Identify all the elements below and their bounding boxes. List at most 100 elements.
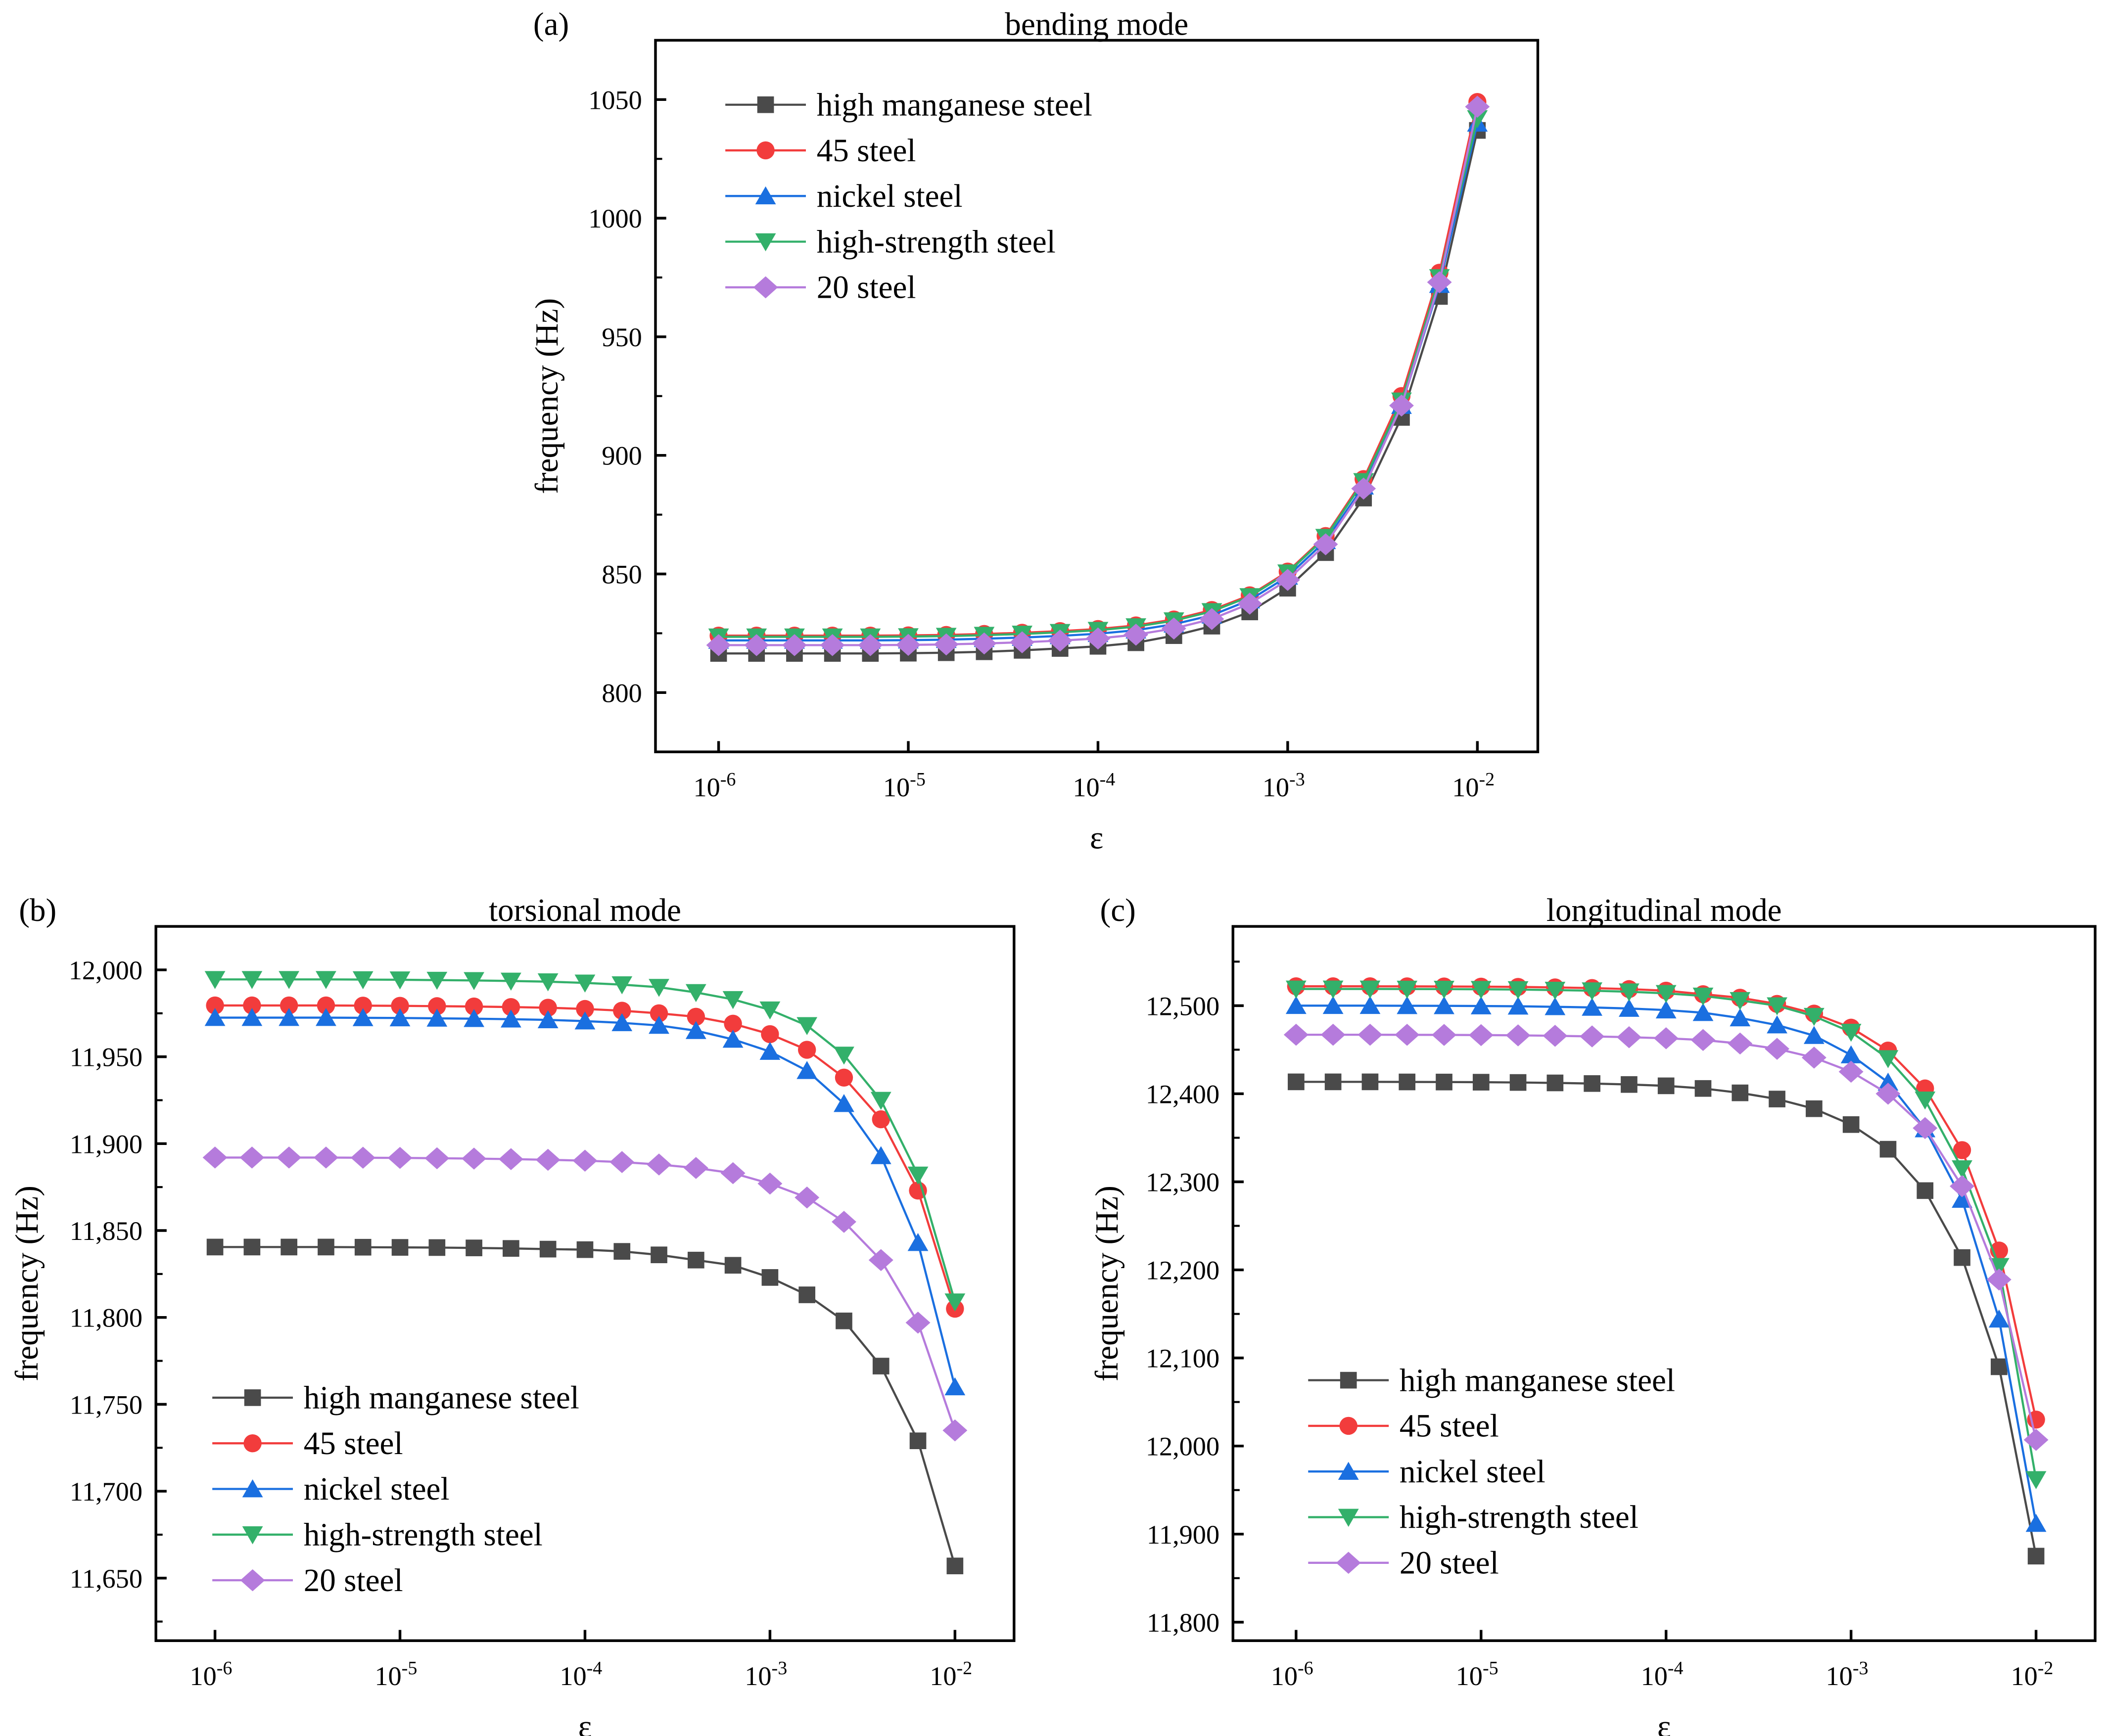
legend-marker xyxy=(1340,1371,1357,1389)
data-point xyxy=(1767,1015,1787,1034)
data-point xyxy=(1877,1050,1899,1068)
data-point xyxy=(206,996,224,1015)
data-point xyxy=(1653,1027,1679,1050)
data-point xyxy=(281,1238,297,1256)
data-point xyxy=(500,1009,521,1028)
y-tick-label: 12,400 xyxy=(1146,1079,1219,1109)
data-point xyxy=(1509,1074,1527,1091)
y-tick-label: 11,850 xyxy=(70,1216,142,1246)
data-point xyxy=(757,1172,783,1195)
data-point xyxy=(464,1009,484,1027)
data-point xyxy=(316,971,336,989)
legend-marker xyxy=(755,233,776,252)
data-point xyxy=(539,1240,557,1258)
data-point xyxy=(1467,110,1488,129)
x-tick-label: 10-4 xyxy=(1641,1658,1684,1691)
data-point xyxy=(1161,617,1186,640)
data-point xyxy=(428,1239,446,1256)
data-point xyxy=(1123,624,1149,646)
data-point xyxy=(651,1246,667,1264)
legend-label: 45 steel xyxy=(817,133,916,169)
data-point xyxy=(649,1015,669,1034)
data-point xyxy=(2025,1471,2047,1489)
data-point xyxy=(1767,997,1787,1015)
data-point xyxy=(796,1061,818,1079)
data-point xyxy=(1730,992,1751,1010)
data-point xyxy=(1470,996,1492,1014)
data-point xyxy=(206,1238,224,1256)
data-point xyxy=(1840,1045,1862,1063)
data-point xyxy=(834,1094,854,1112)
data-point xyxy=(389,971,411,990)
data-point xyxy=(907,1166,929,1185)
data-point xyxy=(1801,1047,1826,1069)
data-point xyxy=(611,976,633,995)
data-point xyxy=(1803,1007,1825,1026)
data-point xyxy=(1842,1116,1860,1133)
data-point xyxy=(706,634,731,656)
data-point xyxy=(313,1146,338,1169)
data-point xyxy=(204,971,226,989)
data-point xyxy=(352,1008,374,1026)
data-point xyxy=(1657,1077,1675,1095)
x-tick-label: 10-2 xyxy=(930,1658,972,1691)
data-point xyxy=(858,634,883,656)
data-point xyxy=(239,1146,265,1169)
legend-label: high-strength steel xyxy=(304,1517,543,1553)
data-point xyxy=(687,1007,705,1026)
data-point xyxy=(572,1149,598,1172)
y-tick-label: 11,900 xyxy=(1147,1520,1219,1550)
x-tick-label: 10-5 xyxy=(883,769,926,802)
data-point xyxy=(724,1257,742,1274)
data-point xyxy=(1765,1038,1790,1060)
data-point xyxy=(387,1146,413,1169)
data-point xyxy=(1361,1073,1379,1091)
y-tick-label: 12,000 xyxy=(69,956,142,985)
data-point xyxy=(868,1249,893,1271)
data-point xyxy=(836,1312,852,1329)
y-tick-label: 12,100 xyxy=(1146,1344,1219,1373)
y-tick-label: 850 xyxy=(602,560,642,590)
legend-label: 45 steel xyxy=(1400,1409,1499,1444)
data-point xyxy=(1728,1032,1753,1055)
data-point xyxy=(1732,1084,1749,1101)
legend-marker xyxy=(240,1569,265,1592)
data-point xyxy=(462,1147,487,1170)
data-point xyxy=(905,1311,931,1334)
data-point xyxy=(1692,1003,1714,1021)
legend-label: high manganese steel xyxy=(1400,1363,1675,1398)
data-point xyxy=(1434,996,1454,1014)
data-point xyxy=(354,1238,372,1256)
data-point xyxy=(687,1251,704,1269)
data-point xyxy=(613,1002,631,1020)
data-point xyxy=(909,1432,927,1450)
panel-label: (b) xyxy=(19,893,56,928)
data-point xyxy=(204,1008,226,1026)
x-tick-label: 10-6 xyxy=(693,769,736,802)
data-point xyxy=(872,1110,890,1129)
data-point xyxy=(1954,1249,1970,1266)
y-tick-label: 900 xyxy=(602,441,642,471)
data-point xyxy=(761,1269,779,1286)
legend-label: nickel steel xyxy=(304,1471,450,1507)
data-point xyxy=(1237,593,1263,615)
data-point xyxy=(1505,1024,1531,1047)
data-point xyxy=(464,972,484,990)
data-point xyxy=(424,1147,450,1170)
data-point xyxy=(576,1241,594,1258)
legend-label: high manganese steel xyxy=(304,1380,579,1416)
x-tick-label: 10-5 xyxy=(374,1658,417,1691)
data-point xyxy=(535,1148,561,1171)
data-point xyxy=(503,1240,519,1257)
data-point xyxy=(796,1017,818,1035)
data-point xyxy=(1507,981,1529,1000)
y-axis-label: frequency (Hz) xyxy=(1089,1186,1125,1381)
data-point xyxy=(1285,980,1307,999)
data-point xyxy=(2027,1548,2045,1565)
x-tick-label: 10-5 xyxy=(1456,1658,1498,1691)
y-tick-label: 800 xyxy=(602,678,642,708)
data-point xyxy=(537,1010,559,1028)
data-point xyxy=(1915,1092,1936,1110)
data-point xyxy=(1952,1189,1972,1208)
y-tick-label: 11,800 xyxy=(1147,1608,1219,1638)
